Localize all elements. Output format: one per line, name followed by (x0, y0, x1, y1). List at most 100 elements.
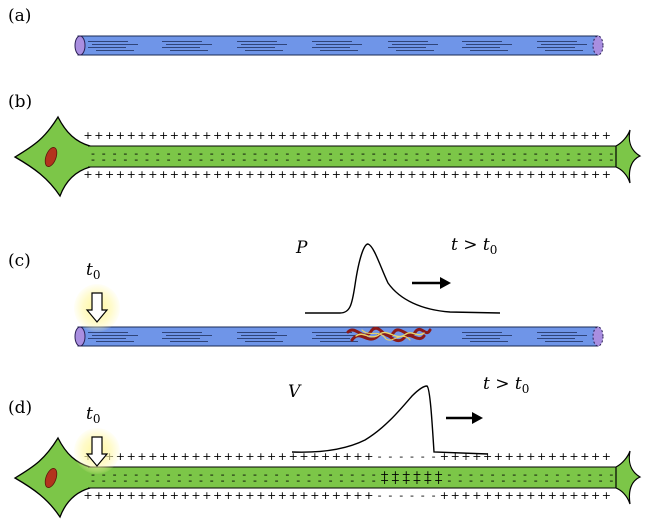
charge-mark: + (310, 489, 319, 502)
charge-mark: + (580, 450, 589, 463)
charge-mark: - (480, 153, 484, 166)
panel-label-a: (a) (8, 6, 32, 26)
charge-mark: - (458, 153, 462, 166)
charge-mark: + (127, 450, 136, 463)
charge-mark: - (177, 474, 181, 487)
down-arrow-icon (85, 292, 109, 323)
charge-mark: + (353, 168, 362, 181)
charge-mark: + (159, 129, 168, 142)
charge-mark: + (343, 129, 352, 142)
charge-mark: - (91, 147, 95, 160)
charge-mark: + (494, 450, 503, 463)
charge-mark: + (148, 450, 157, 463)
charge-mark: + (526, 450, 535, 463)
panel-d: ++--++--++--++--++--++--++--++--++--++--… (13, 385, 642, 519)
charge-mark: - (296, 468, 300, 481)
charge-mark: - (534, 474, 538, 487)
charge-mark: - (378, 489, 382, 502)
charge-mark: - (296, 153, 300, 166)
charge-mark: - (156, 474, 160, 487)
axon-b (88, 146, 618, 167)
charge-mark: - (177, 147, 181, 160)
charge-mark: + (526, 489, 535, 502)
charge-mark: - (523, 153, 527, 166)
charge-mark: - (432, 450, 436, 463)
charge-mark: - (210, 153, 214, 166)
charge-mark: - (566, 153, 570, 166)
charge-mark: + (181, 129, 190, 142)
charge-mark: - (123, 474, 127, 487)
charge-mark: - (361, 468, 365, 481)
excitation-tangle (346, 326, 432, 342)
charge-mark: - (512, 474, 516, 487)
charge-mark: - (501, 153, 505, 166)
charge-mark: + (472, 129, 481, 142)
charge-mark: - (221, 147, 225, 160)
charge-mark: + (148, 489, 157, 502)
charge-mark: - (480, 468, 484, 481)
charge-mark: - (545, 468, 549, 481)
charge-mark: - (410, 489, 414, 502)
charge-mark: - (329, 147, 333, 160)
charge-mark: + (116, 168, 125, 181)
charge-mark: + (321, 489, 330, 502)
charge-mark: - (501, 147, 505, 160)
charge-mark: - (102, 147, 106, 160)
charge-mark: + (548, 129, 557, 142)
charge-mark: + (515, 489, 524, 502)
charge-mark: + (256, 489, 265, 502)
charge-mark: + (159, 489, 168, 502)
charge-mark: + (299, 450, 308, 463)
charge-mark: - (545, 147, 549, 160)
signal-curve-V (291, 385, 489, 455)
charge-mark: + (245, 168, 254, 181)
tube-flow-lines-c (88, 332, 587, 342)
charge-mark: - (242, 153, 246, 166)
charge-mark: - (609, 147, 613, 160)
charge-mark: + (213, 168, 222, 181)
charge-mark: + (127, 489, 136, 502)
charge-mark: + (559, 489, 568, 502)
charge-mark: + (289, 489, 298, 502)
charge-mark: - (156, 147, 160, 160)
right-arrow-icon (446, 412, 483, 424)
charge-mark: - (113, 468, 117, 481)
charge-mark: - (339, 147, 343, 160)
charge-mark: - (307, 147, 311, 160)
charge-mark: - (447, 153, 451, 166)
charge-mark: + (494, 489, 503, 502)
charge-mark: - (253, 474, 257, 487)
charge-mark: + (559, 168, 568, 181)
charge-mark: - (188, 153, 192, 166)
charge-mark: - (123, 468, 127, 481)
charge-mark: + (116, 489, 125, 502)
charge-mark: + (548, 168, 557, 181)
charge-mark: - (91, 468, 95, 481)
charge-mark: - (447, 468, 451, 481)
charge-mark: + (332, 489, 341, 502)
charge-mark: + (402, 468, 411, 481)
charge-mark: + (181, 489, 190, 502)
charge-mark: + (386, 129, 395, 142)
charge-mark: + (332, 168, 341, 181)
charge-mark: + (364, 450, 373, 463)
charge-mark: - (307, 153, 311, 166)
charge-mark: - (534, 153, 538, 166)
charge-mark: - (275, 474, 279, 487)
charge-mark: - (145, 153, 149, 166)
charge-mark: - (588, 474, 592, 487)
charge-mark: - (318, 474, 322, 487)
charge-mark: + (332, 450, 341, 463)
charge-mark: - (437, 147, 441, 160)
charge-mark: - (501, 474, 505, 487)
charge-mark: + (537, 168, 546, 181)
charge-mark: + (412, 474, 421, 487)
charge-mark: + (548, 489, 557, 502)
charge-mark: - (599, 147, 603, 160)
charge-mark: + (391, 468, 400, 481)
charge-mark: - (566, 474, 570, 487)
charge-mark: - (231, 474, 235, 487)
charge-mark: + (461, 450, 470, 463)
charge-mark: - (555, 147, 559, 160)
charge-mark: - (393, 153, 397, 166)
